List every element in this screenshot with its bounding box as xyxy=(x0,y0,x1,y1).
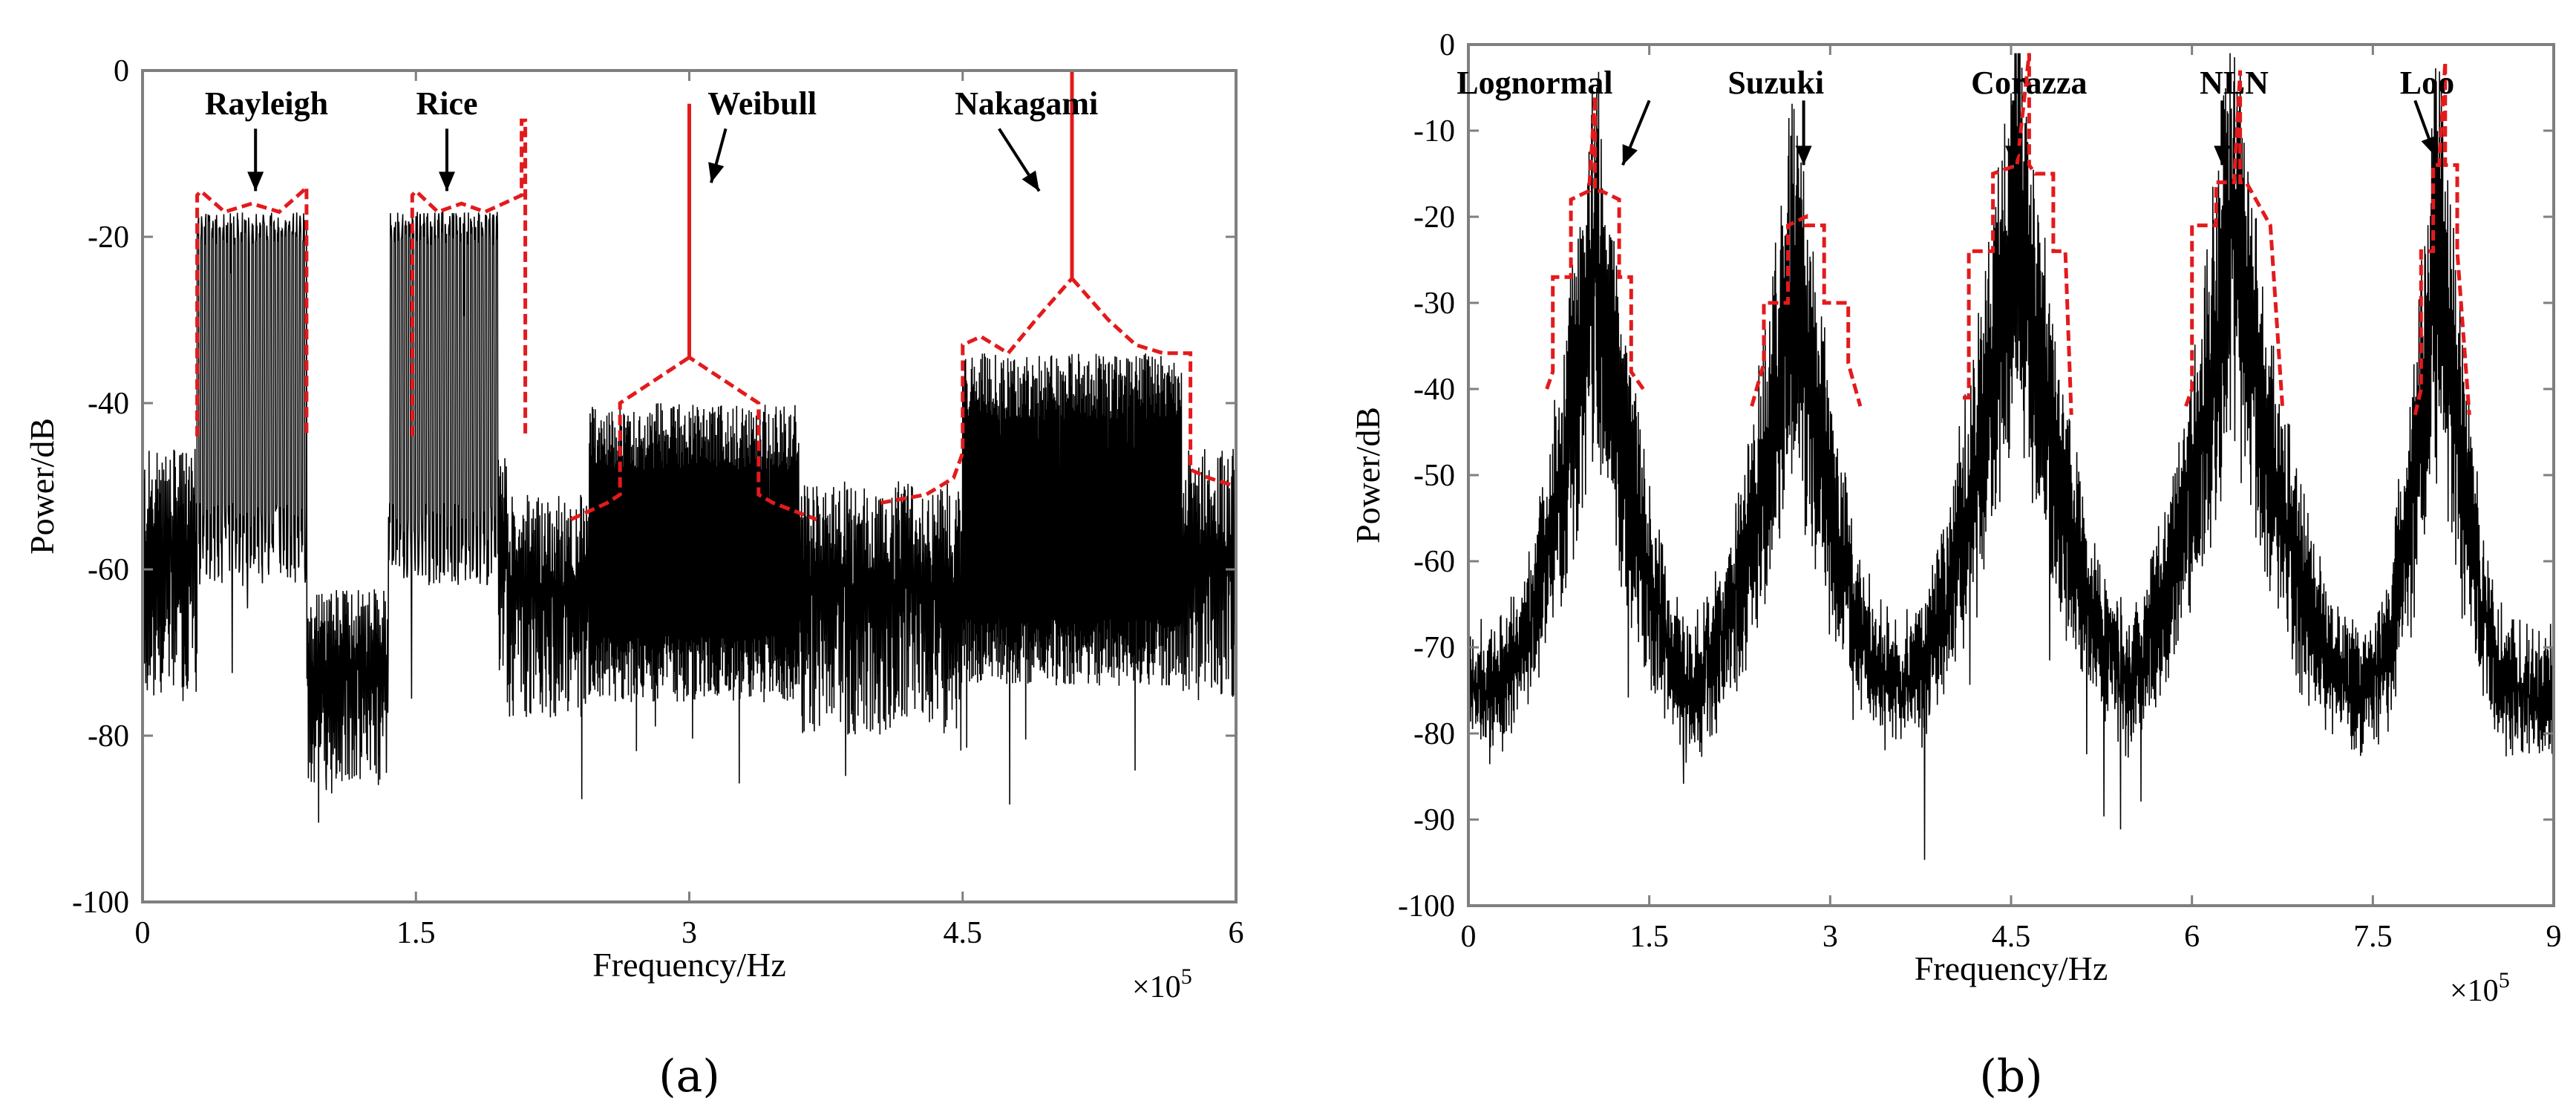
envelope-rayleigh xyxy=(195,182,309,437)
y-tick-label: -60 xyxy=(88,553,129,587)
x-tick-label: 3 xyxy=(1823,920,1838,954)
panel-a-x-multiplier-exponent: 5 xyxy=(1181,964,1192,989)
y-tick-label: -10 xyxy=(1413,114,1455,148)
annotation-arrow-head xyxy=(438,171,455,192)
panel-b-x-multiplier-base: ×10 xyxy=(2450,974,2499,1008)
annotation-lognormal: Lognormal xyxy=(1457,65,1612,101)
panel-b-ticks: 0 1.5 3 4.5 6 7.5 9 0 -10 -20 -30 -40 -50 -60 -70 -80 -9… xyxy=(1398,28,2562,954)
panel-b-spectrum-series xyxy=(1468,53,2554,860)
envelope-lognormal xyxy=(1545,96,1645,390)
annotation-nln: NLN xyxy=(2200,65,2269,101)
annotation-suzuki: Suzuki xyxy=(1727,65,1824,101)
x-tick-label: 7.5 xyxy=(2353,920,2393,954)
panel-a-y-axis-label: Power/dB xyxy=(23,418,61,555)
y-tick-label: -50 xyxy=(1413,459,1455,493)
y-tick-label: -70 xyxy=(1413,631,1455,665)
x-tick-label: 0 xyxy=(1461,920,1477,954)
envelope-loo xyxy=(2413,62,2471,416)
annotation-nakagami: Nakagami xyxy=(955,85,1098,122)
spectrum-line xyxy=(142,212,1237,823)
y-tick-label: -20 xyxy=(88,220,129,255)
x-tick-label: 4.5 xyxy=(944,916,983,950)
envelope-suzuki xyxy=(1750,214,1863,407)
y-tick-label: -40 xyxy=(88,387,129,421)
envelope-rice xyxy=(410,118,528,437)
annotation-arrow-head xyxy=(2214,146,2231,166)
panel-a-x-multiplier: ×105 xyxy=(1132,964,1192,1004)
annotation-arrow-head xyxy=(247,171,264,192)
panel-b-x-multiplier-exponent: 5 xyxy=(2499,968,2510,993)
envelope-corazza xyxy=(1963,53,2073,415)
annotation-arrow-head xyxy=(1795,146,1812,166)
panel-a-envelope-series xyxy=(195,71,1237,522)
envelope-weibull xyxy=(569,103,818,522)
panel-b-chart: 0 1.5 3 4.5 6 7.5 9 0 -10 -20 -30 -40 -50 -60 -70 -80 -9… xyxy=(1349,28,2562,1102)
annotation-arrow-head xyxy=(708,162,725,183)
panel-b-x-multiplier: ×105 xyxy=(2450,968,2510,1008)
annotation-arrow-head xyxy=(1021,170,1039,192)
panel-b-envelope-series xyxy=(1545,53,2471,416)
panel-b-x-axis-label: Frequency/Hz xyxy=(1915,949,2108,987)
y-tick-label: 0 xyxy=(1439,28,1455,62)
y-tick-label: -90 xyxy=(1413,803,1455,837)
annotation-arrow-head xyxy=(2421,135,2437,157)
y-tick-label: -80 xyxy=(1413,717,1455,751)
spectrum-line xyxy=(1468,53,2554,860)
annotation-corazza: Corazza xyxy=(1971,65,2087,101)
x-tick-label: 0 xyxy=(135,916,151,950)
x-tick-label: 3 xyxy=(681,916,697,950)
panel-a-annotations: Rayleigh Rice Weibull Nakagami xyxy=(205,85,1098,192)
x-tick-label: 1.5 xyxy=(1629,920,1669,954)
panel-b-label: (b) xyxy=(1979,1050,2042,1102)
annotation-arrow-head xyxy=(2005,146,2022,166)
x-tick-label: 6 xyxy=(2184,920,2200,954)
x-tick-label: 6 xyxy=(1229,916,1244,950)
panel-b-annotations: Lognormal Suzuki Corazza NLN Loo xyxy=(1457,65,2454,166)
annotation-rice: Rice xyxy=(416,85,477,122)
envelope-nakagami xyxy=(880,71,1237,505)
y-tick-label: -100 xyxy=(1398,889,1455,924)
y-tick-label: -20 xyxy=(1413,200,1455,235)
x-tick-label: 4.5 xyxy=(1992,920,2031,954)
annotation-weibull: Weibull xyxy=(707,85,817,122)
annotation-rayleigh: Rayleigh xyxy=(205,85,328,122)
annotation-arrow-head xyxy=(1622,144,1638,166)
panel-a-spectrum-series xyxy=(142,212,1237,823)
panel-a-x-multiplier-base: ×10 xyxy=(1132,970,1181,1004)
y-tick-label: -30 xyxy=(1413,287,1455,321)
y-tick-label: -100 xyxy=(72,886,129,920)
annotation-loo: Loo xyxy=(2400,65,2454,101)
x-tick-label: 9 xyxy=(2546,920,2562,954)
panel-a-x-axis-label: Frequency/Hz xyxy=(592,946,786,984)
y-tick-label: -40 xyxy=(1413,373,1455,407)
panel-a-label: (a) xyxy=(658,1050,720,1102)
y-tick-label: -80 xyxy=(88,719,129,753)
panel-a-ticks: 0 1.5 3 4.5 6 0 -20 -40 -60 -80 -100 xyxy=(72,54,1244,950)
panel-a-chart: 0 1.5 3 4.5 6 0 -20 -40 -60 -80 -100 Rayleigh Rice W… xyxy=(23,54,1244,1102)
panel-b-y-axis-label: Power/dB xyxy=(1349,407,1387,543)
x-tick-label: 1.5 xyxy=(396,916,436,950)
envelope-nln xyxy=(2184,70,2284,408)
y-tick-label: -60 xyxy=(1413,545,1455,579)
y-tick-label: 0 xyxy=(114,54,129,88)
